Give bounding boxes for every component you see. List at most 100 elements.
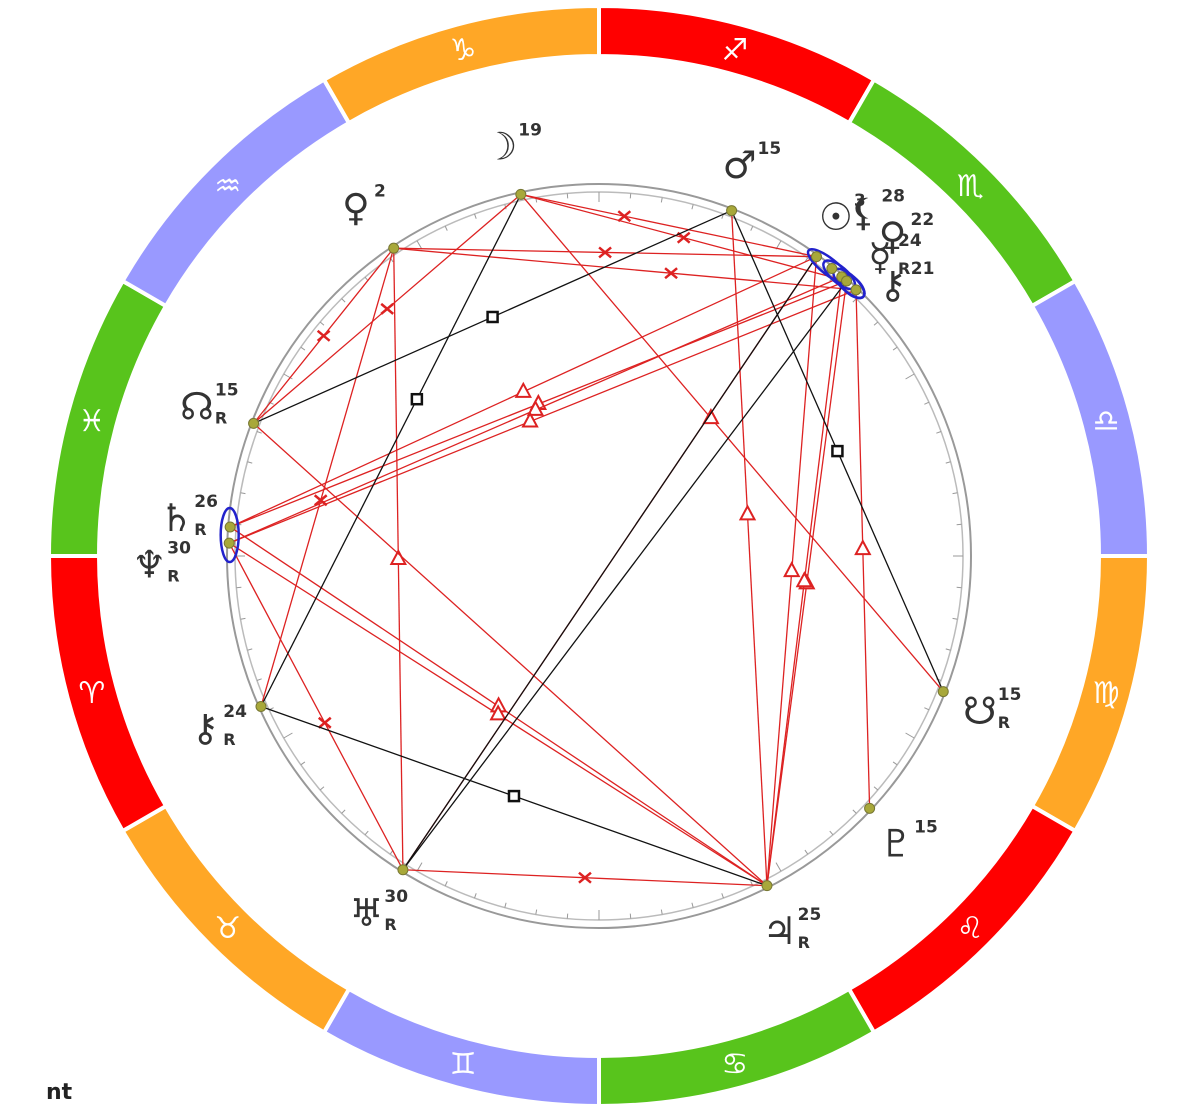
sign-glyph-aquarius-icon: ♒ xyxy=(214,169,241,204)
zodiac-ring: ♐ ♏ ♎ ♍ ♌ ♋ ♊ ♉ ♈ ♓ ♒ ♑ xyxy=(46,3,1152,1109)
square-marker-icon xyxy=(831,444,844,458)
degree-tick xyxy=(952,617,958,620)
sextile-marker-icon xyxy=(578,871,592,884)
degree-tick xyxy=(256,678,262,681)
aspect-lines xyxy=(219,193,944,887)
planet-uranus-icon: ♅ xyxy=(349,891,383,935)
aspect-line xyxy=(228,289,857,544)
planet-dot-neptune xyxy=(223,537,235,549)
sextile-marker-icon xyxy=(380,302,394,315)
planet-degree-mars: 15 xyxy=(758,139,782,159)
planet-degree-saturn: 26 xyxy=(194,492,218,512)
degree-tick xyxy=(952,492,958,495)
degree-tick xyxy=(416,240,423,250)
degree-tick xyxy=(660,909,663,915)
sign-segment-aquarius xyxy=(119,76,352,309)
planet-degree-lilith: 28 xyxy=(881,187,905,207)
trine-marker-icon xyxy=(795,571,814,588)
degree-tick xyxy=(804,849,809,855)
degree-tick xyxy=(283,373,293,380)
degree-tick xyxy=(945,461,951,464)
planet-dot-north-node xyxy=(248,417,260,429)
sign-glyph-taurus-icon: ♉ xyxy=(214,911,241,946)
sign-glyph-virgo-icon: ♍ xyxy=(1093,676,1120,711)
square-marker-icon xyxy=(486,310,499,324)
planet-retrograde-uranus: R xyxy=(384,915,396,934)
sign-segment-capricorn xyxy=(321,3,601,126)
degree-tick xyxy=(924,707,930,711)
planet-chiron-icon: ⚷ xyxy=(191,706,219,750)
degree-tick xyxy=(924,401,930,405)
degree-tick xyxy=(247,648,253,651)
degree-tick xyxy=(504,902,507,908)
sign-segment-gemini xyxy=(321,986,601,1109)
sign-glyph-scorpio-icon: ♏ xyxy=(957,169,984,204)
degree-tick xyxy=(905,373,915,380)
planet-degree-pluto: 15 xyxy=(914,817,938,837)
sign-segment-cancer xyxy=(597,986,877,1109)
sextile-marker-icon xyxy=(316,329,331,342)
planet-mercury-icon: ☿ xyxy=(868,235,891,279)
degree-tick xyxy=(319,321,325,326)
degree-tick xyxy=(535,909,538,915)
trine-marker-icon xyxy=(702,408,720,425)
planet-degree-uranus: 30 xyxy=(384,887,408,907)
planet-south-node-icon: ☋ xyxy=(963,689,997,733)
sign-glyph-libra-icon: ♎ xyxy=(1093,404,1120,439)
degree-tick xyxy=(829,830,834,836)
trine-marker-icon xyxy=(854,538,872,556)
degree-tick xyxy=(892,346,898,351)
sign-segment-taurus xyxy=(119,803,352,1036)
sign-segment-scorpio xyxy=(846,76,1079,309)
planet-degree-north-node: 15 xyxy=(215,380,239,400)
trine-marker-icon xyxy=(738,504,757,521)
planet-north-node-icon: ☊ xyxy=(180,384,214,428)
sign-glyph-sagittarius-icon: ♐ xyxy=(721,33,748,68)
square-marker-icon xyxy=(410,392,424,406)
planet-degree-mercury: 24 xyxy=(898,231,922,251)
planet-degree-sun: 3 xyxy=(854,191,866,211)
planet-retrograde-mercury: R xyxy=(898,259,910,278)
planet-dot-lilith xyxy=(826,262,838,274)
trine-marker-icon xyxy=(489,704,507,721)
sign-glyph-pisces-icon: ♓ xyxy=(78,404,105,439)
degree-tick xyxy=(341,298,346,303)
planet-dot-saturn xyxy=(224,521,236,533)
sextile-marker-icon xyxy=(664,267,678,280)
degree-tick xyxy=(936,431,942,434)
planet-dot-pluto xyxy=(864,802,876,814)
planet-dot-uranus xyxy=(397,864,409,876)
degree-tick xyxy=(905,732,915,739)
degree-tick xyxy=(852,809,857,814)
planet-degree-chiron: 24 xyxy=(223,702,247,722)
aspect-line xyxy=(228,542,404,871)
sextile-marker-icon xyxy=(313,494,328,507)
degree-tick xyxy=(444,225,448,231)
planet-degree-neptune: 30 xyxy=(167,538,191,558)
sign-segment-leo xyxy=(846,803,1079,1036)
sign-segment-virgo xyxy=(1029,554,1152,834)
aspect-line xyxy=(520,193,944,693)
sign-segment-pisces xyxy=(46,278,169,558)
planet-retrograde-saturn: R xyxy=(194,520,206,539)
degree-tick xyxy=(474,893,477,899)
planet-sun-icon: ☉ xyxy=(819,195,853,239)
degree-tick xyxy=(873,786,879,791)
degree-tick xyxy=(444,881,448,887)
aspect-line xyxy=(260,194,522,707)
sign-glyph-leo-icon: ♌ xyxy=(957,911,984,946)
degree-tick xyxy=(240,492,246,495)
planet-venus-capricorn-icon: ♀ xyxy=(342,186,370,230)
planet-jupiter-icon: ♃ xyxy=(763,909,797,953)
outer-wheel-circle xyxy=(226,183,972,929)
planet-retrograde-north-node: R xyxy=(215,408,227,427)
sextile-marker-icon xyxy=(317,716,332,729)
sign-glyph-cancer-icon: ♋ xyxy=(721,1047,748,1082)
aspect-line xyxy=(402,256,818,871)
planet-lilith-icon: ⚸ xyxy=(849,191,877,235)
degree-tick xyxy=(300,761,306,766)
planet-retrograde-jupiter: R xyxy=(798,933,810,952)
degree-tick xyxy=(300,346,306,351)
sign-glyph-capricorn-icon: ♑ xyxy=(450,33,477,68)
